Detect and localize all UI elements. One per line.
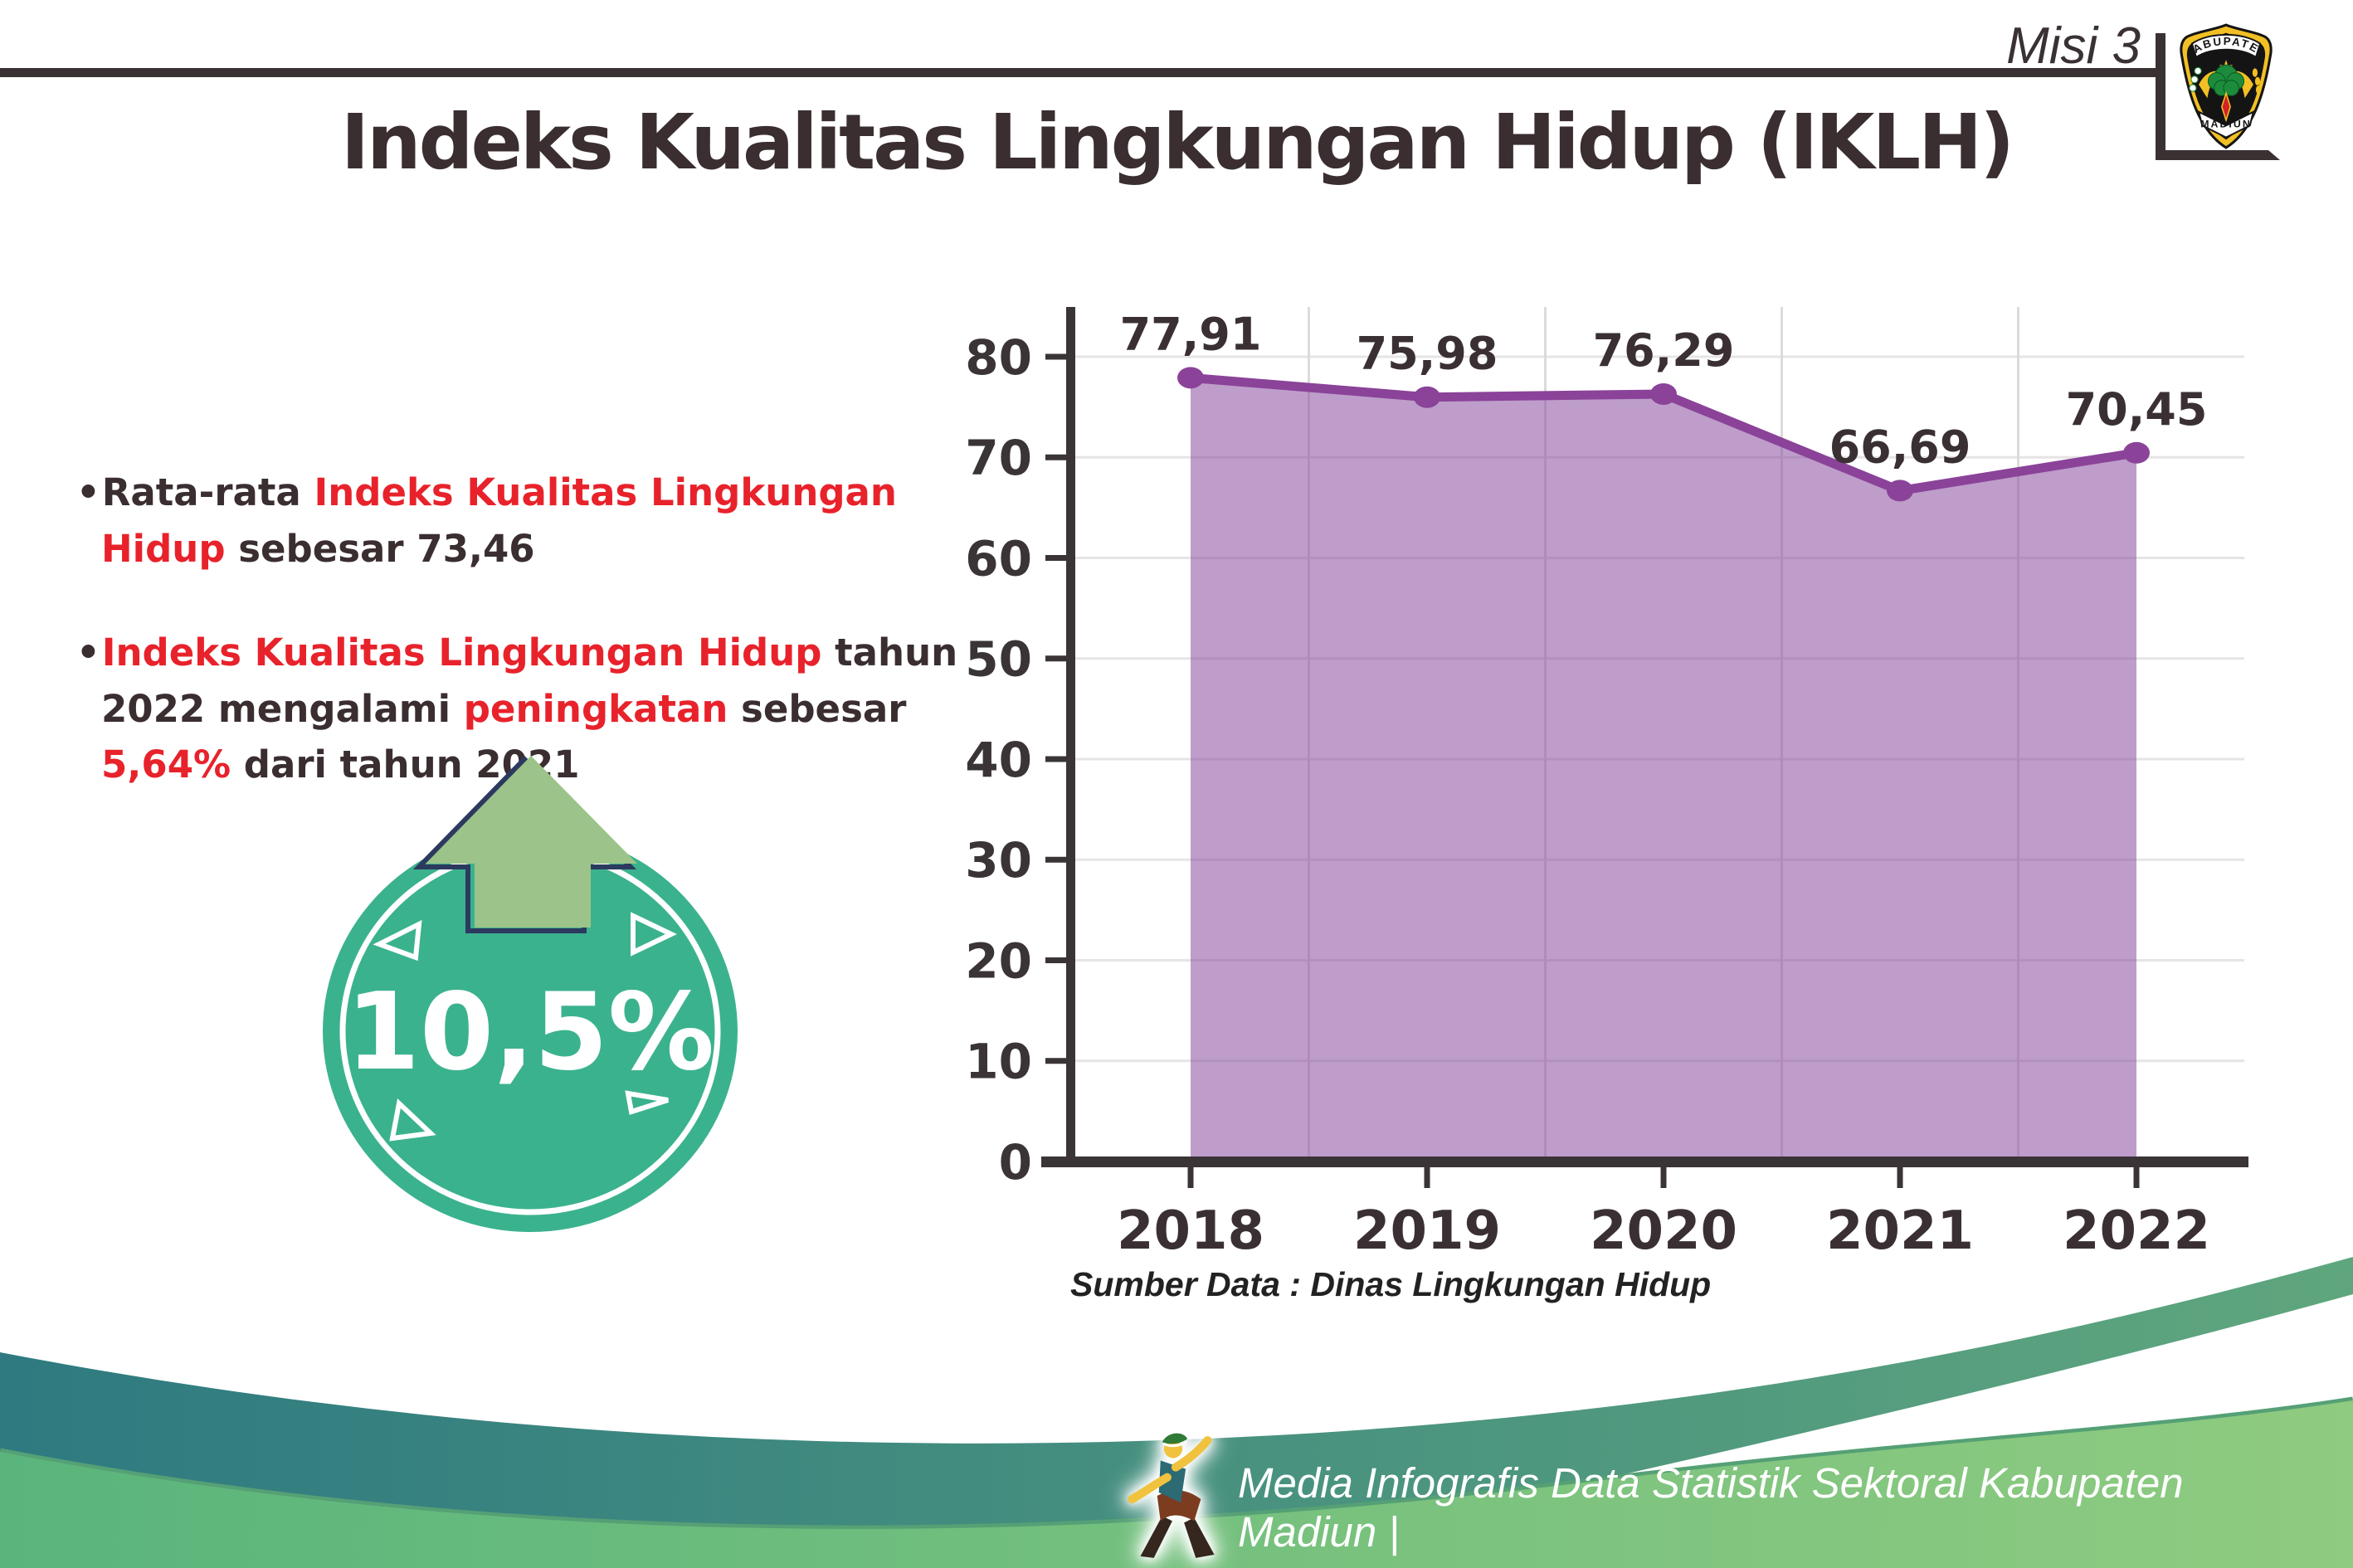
logo-top-ribbon — [2190, 33, 2262, 59]
y-axis-label: 40 — [965, 732, 1032, 788]
bullet-text-segment: tahun 2022 mengalami — [101, 631, 958, 731]
y-axis-label: 80 — [965, 329, 1032, 386]
x-axis-label: 2021 — [1826, 1200, 1974, 1262]
data-point-marker — [1650, 382, 1677, 405]
logo-rice-icon — [2252, 68, 2262, 95]
data-point-label: 77,91 — [1120, 308, 1262, 360]
logo-corner-bracket-horizontal — [2156, 150, 2280, 160]
data-point-marker — [2123, 441, 2150, 464]
data-point-marker — [1414, 386, 1440, 408]
logo-corner-bracket-vertical — [2156, 33, 2165, 159]
footer-wave-dark — [0, 1257, 2353, 1529]
x-axis-line — [1041, 1157, 2248, 1167]
chart-source: Sumber Data : Dinas Lingkungan Hidup — [1070, 1265, 1711, 1303]
bullet-text-segment: Rata-rata — [101, 470, 314, 514]
bullet-text-segment: 5,64% — [101, 743, 231, 786]
increase-badge: 10,5% — [323, 755, 738, 1232]
x-axis-label: 2019 — [1353, 1200, 1501, 1262]
area-fill — [1191, 377, 2136, 1161]
x-axis-label: 2022 — [2063, 1200, 2210, 1262]
dancer-mascot-icon — [1128, 1433, 1215, 1558]
y-axis-label: 10 — [965, 1034, 1032, 1090]
up-arrow-icon — [412, 755, 637, 933]
footer-wave-light — [0, 1400, 2353, 1568]
y-axis-label: 0 — [999, 1134, 1032, 1191]
y-axis-line — [1066, 307, 1075, 1167]
logo-keris-icon — [2221, 90, 2231, 123]
data-point-label: 76,29 — [1593, 324, 1735, 377]
y-axis-label: 30 — [965, 832, 1032, 889]
bullet-text-segment: Indeks Kualitas Lingkungan Hidup — [101, 631, 822, 674]
data-point-label: 70,45 — [2066, 383, 2208, 436]
misi-label: Misi 3 — [2006, 17, 2141, 75]
logo-bottom-text: MADIUN — [2200, 118, 2252, 129]
footer-waves — [0, 1257, 2353, 1568]
y-axis-label: 20 — [965, 933, 1032, 989]
header-rule — [0, 68, 2159, 77]
bullet-text-segment: Indeks Kualitas Lingkungan Hidup — [101, 470, 897, 571]
data-point-marker — [1177, 367, 1204, 389]
logo-cotton-icon — [2189, 66, 2202, 92]
bullet-item: Rata-rata Indeks Kualitas Lingkungan Hid… — [76, 465, 977, 577]
bullet-text-segment: sebesar — [728, 686, 907, 731]
page-title: Indeks Kualitas Lingkungan Hidup (IKLH) — [340, 98, 2014, 187]
data-point-label: 66,69 — [1829, 421, 1971, 473]
footer-credit: Media Infografis Data Statistik Sektoral… — [1238, 1459, 2184, 1556]
y-axis-label: 60 — [965, 530, 1032, 587]
badge-accent-triangles — [373, 912, 677, 1142]
data-point-marker — [1887, 480, 1913, 502]
bullet-text-segment: sebesar 73,46 — [225, 526, 535, 571]
x-axis-label: 2018 — [1117, 1200, 1264, 1262]
x-axis-label: 2020 — [1590, 1200, 1737, 1262]
bullet-text-segment: peningkatan — [463, 686, 728, 731]
badge-value: 10,5% — [346, 971, 714, 1094]
footer-wave-edge — [0, 1396, 2353, 1533]
kabupaten-madiun-logo: KABUPATEN MADIUN — [2174, 23, 2273, 149]
data-point-label: 75,98 — [1357, 328, 1498, 380]
logo-tree-icon — [2207, 64, 2245, 96]
iklh-area-chart: Sumber Data : Dinas Lingkungan Hidup 77,… — [965, 307, 2248, 1303]
logo-bottom-ribbon — [2197, 110, 2255, 139]
y-axis-label: 50 — [965, 631, 1032, 688]
y-axis-label: 70 — [965, 430, 1032, 486]
